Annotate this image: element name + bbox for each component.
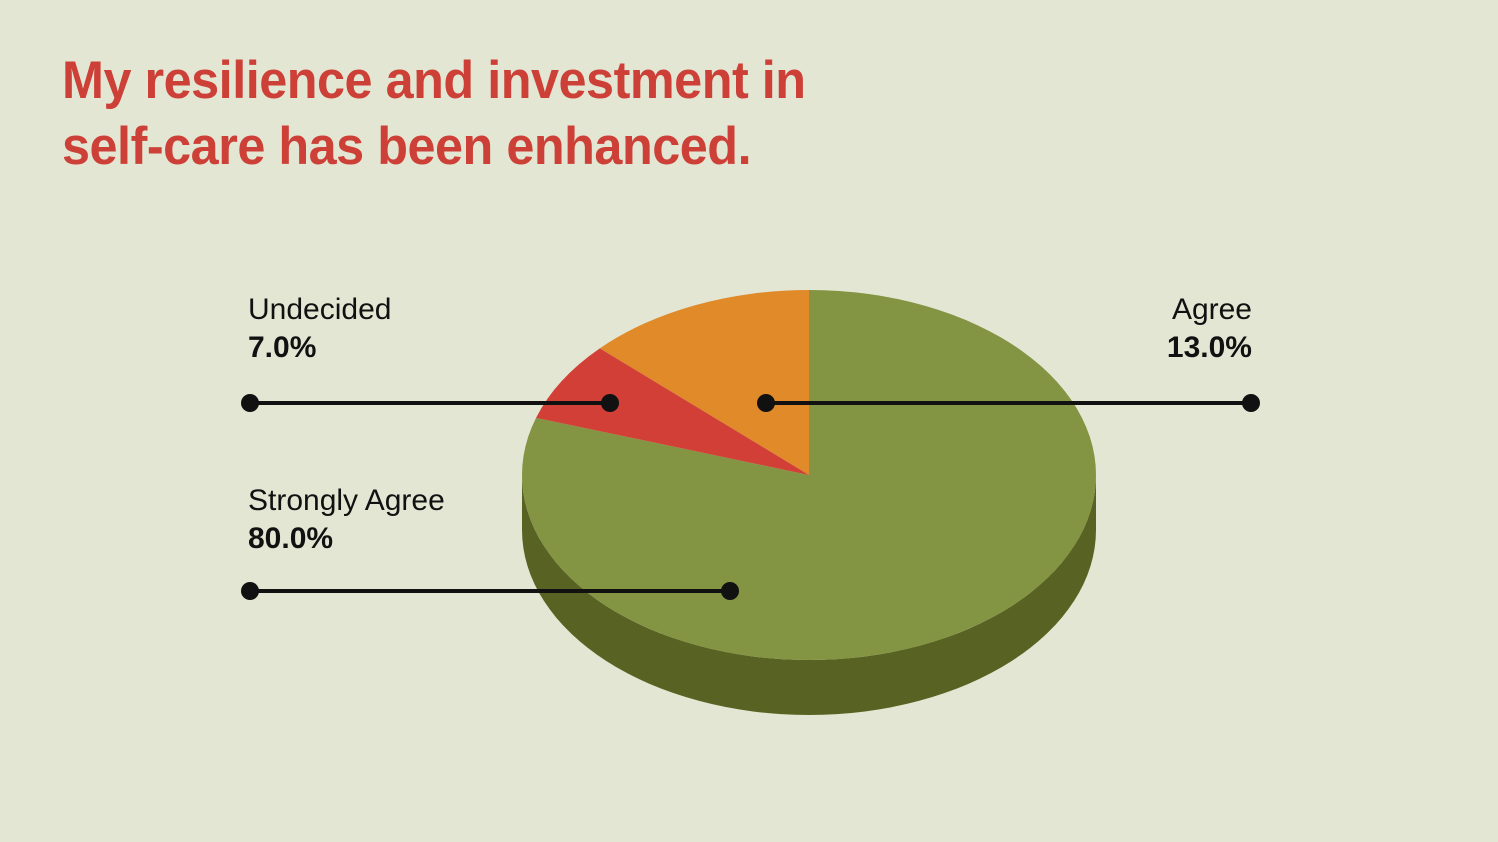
leader-line-strongly-agree — [241, 582, 739, 600]
callout-agree-category: Agree — [1171, 293, 1252, 326]
pie-slice-undecided[interactable] — [536, 348, 809, 475]
callout-strongly-agree-percent: 80.0% — [248, 522, 334, 556]
callout-strongly-agree: Strongly Agree 80.0% — [248, 483, 445, 557]
leader-line-agree — [757, 394, 1260, 412]
leader-line-undecided — [241, 394, 619, 412]
callout-agree: Agree 13.0% — [1167, 292, 1252, 366]
callout-strongly-agree-category: Strongly Agree — [248, 484, 445, 517]
pie-slice-side-strongly-agree — [522, 475, 1096, 715]
leader-lines — [241, 394, 1260, 600]
pie-depth-walls — [522, 475, 1096, 715]
callout-undecided-category: Undecided — [248, 293, 392, 326]
callout-undecided: Undecided 7.0% — [248, 292, 391, 366]
callout-agree-percent: 13.0% — [1166, 331, 1252, 365]
pie-slice-agree[interactable] — [599, 290, 809, 475]
callout-undecided-percent: 7.0% — [248, 331, 317, 365]
pie-slice-strongly-agree[interactable] — [522, 290, 1097, 660]
page-title: My resilience and investment in self-car… — [62, 51, 806, 177]
pie-top-faces — [522, 290, 1097, 660]
